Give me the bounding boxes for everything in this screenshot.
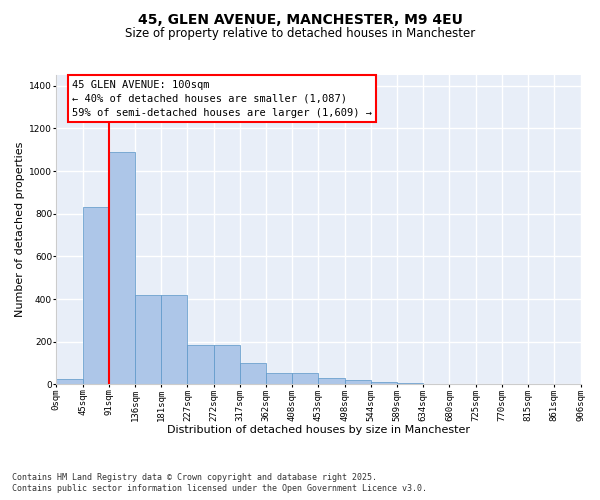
- Text: Contains HM Land Registry data © Crown copyright and database right 2025.: Contains HM Land Registry data © Crown c…: [12, 472, 377, 482]
- Text: 45 GLEN AVENUE: 100sqm
← 40% of detached houses are smaller (1,087)
59% of semi-: 45 GLEN AVENUE: 100sqm ← 40% of detached…: [72, 80, 372, 118]
- Bar: [109, 152, 135, 384]
- Bar: [344, 380, 371, 384]
- Bar: [371, 382, 397, 384]
- Bar: [56, 379, 83, 384]
- Bar: [240, 363, 266, 384]
- Bar: [135, 295, 161, 384]
- Bar: [83, 208, 109, 384]
- Bar: [187, 345, 214, 385]
- Bar: [292, 372, 319, 384]
- Text: Size of property relative to detached houses in Manchester: Size of property relative to detached ho…: [125, 28, 475, 40]
- Y-axis label: Number of detached properties: Number of detached properties: [15, 142, 25, 318]
- Bar: [266, 372, 292, 384]
- Bar: [319, 378, 344, 384]
- X-axis label: Distribution of detached houses by size in Manchester: Distribution of detached houses by size …: [167, 425, 470, 435]
- Bar: [214, 345, 240, 385]
- Text: 45, GLEN AVENUE, MANCHESTER, M9 4EU: 45, GLEN AVENUE, MANCHESTER, M9 4EU: [137, 12, 463, 26]
- Text: Contains public sector information licensed under the Open Government Licence v3: Contains public sector information licen…: [12, 484, 427, 493]
- Bar: [161, 295, 187, 384]
